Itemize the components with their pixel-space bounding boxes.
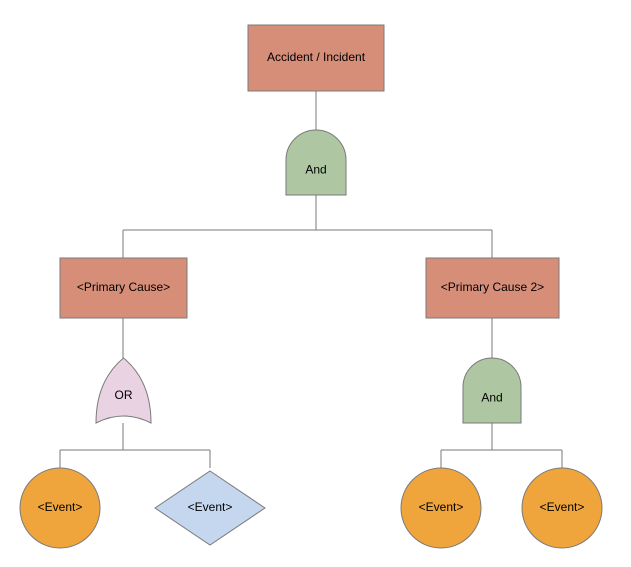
node-event1: <Event> xyxy=(20,468,100,548)
label-cause2: <Primary Cause 2> xyxy=(441,280,544,294)
label-event4: <Event> xyxy=(540,500,585,514)
node-and1: And xyxy=(286,130,346,195)
node-top_event: Accident / Incident xyxy=(248,25,384,91)
label-top_event: Accident / Incident xyxy=(267,50,366,64)
label-and1: And xyxy=(305,162,326,176)
label-event3: <Event> xyxy=(419,500,464,514)
node-cause1: <Primary Cause> xyxy=(60,258,187,318)
node-event2: <Event> xyxy=(155,471,265,545)
label-and2: And xyxy=(481,390,502,404)
node-or1: OR xyxy=(96,358,151,423)
label-or1: OR xyxy=(115,388,133,402)
label-event2: <Event> xyxy=(188,500,233,514)
node-cause2: <Primary Cause 2> xyxy=(426,258,559,318)
label-event1: <Event> xyxy=(38,500,83,514)
label-cause1: <Primary Cause> xyxy=(77,280,170,294)
node-event4: <Event> xyxy=(522,468,602,548)
node-and2: And xyxy=(463,358,521,423)
node-event3: <Event> xyxy=(401,468,481,548)
